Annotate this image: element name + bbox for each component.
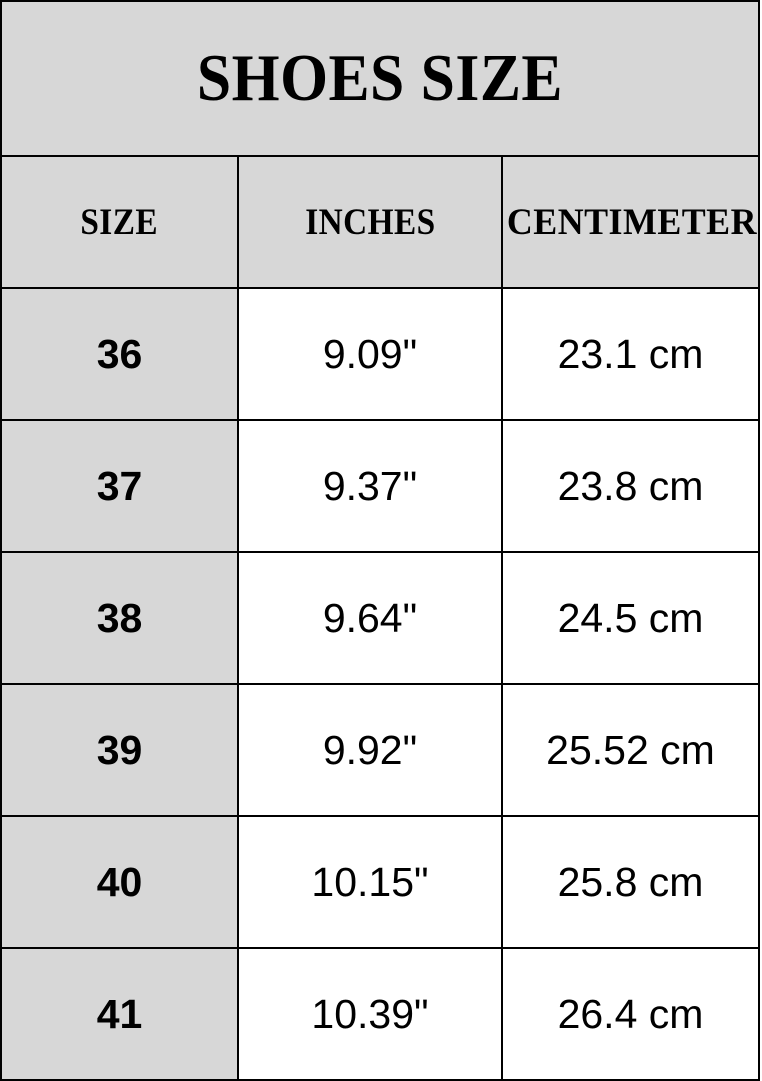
cell-inches: 10.39" [237, 947, 503, 1081]
cell-centimeter: 23.1 cm [500, 287, 761, 421]
inches-value: 9.64" [322, 594, 418, 641]
size-value: 39 [96, 726, 143, 773]
column-header-size: SIZE [0, 155, 239, 289]
cell-inches: 9.64" [237, 551, 503, 685]
cell-size: 41 [0, 947, 239, 1081]
cell-centimeter: 25.52 cm [500, 683, 761, 817]
cell-size: 40 [0, 815, 239, 949]
title-row: SHOES SIZE [0, 0, 761, 157]
centimeter-value: 26.4 cm [557, 990, 704, 1037]
table-row: 39 9.92" 25.52 cm [0, 683, 761, 817]
table-row: 40 10.15" 25.8 cm [0, 815, 761, 949]
cell-size: 39 [0, 683, 239, 817]
column-header-centimeter-label: CENTIMETER [506, 201, 758, 243]
cell-centimeter: 24.5 cm [500, 551, 761, 685]
cell-size: 36 [0, 287, 239, 421]
size-value: 37 [96, 462, 143, 509]
size-value: 40 [96, 858, 143, 905]
cell-centimeter: 23.8 cm [500, 419, 761, 553]
size-value: 41 [96, 990, 143, 1037]
table-title-cell: SHOES SIZE [0, 0, 761, 157]
size-value: 38 [96, 594, 143, 641]
header-row: SIZE INCHES CENTIMETER [0, 155, 761, 289]
inches-value: 10.39" [311, 990, 429, 1037]
cell-size: 38 [0, 551, 239, 685]
inches-value: 9.37" [322, 462, 418, 509]
inches-value: 9.09" [322, 330, 418, 377]
cell-size: 37 [0, 419, 239, 553]
column-header-inches: INCHES [237, 155, 503, 289]
cell-inches: 9.37" [237, 419, 503, 553]
centimeter-value: 23.1 cm [557, 330, 704, 377]
centimeter-value: 23.8 cm [557, 462, 704, 509]
table-row: 38 9.64" 24.5 cm [0, 551, 761, 685]
centimeter-value: 25.52 cm [546, 726, 715, 773]
centimeter-value: 24.5 cm [557, 594, 704, 641]
cell-inches: 10.15" [237, 815, 503, 949]
table-row: 41 10.39" 26.4 cm [0, 947, 761, 1081]
cell-centimeter: 26.4 cm [500, 947, 761, 1081]
column-header-inches-label: INCHES [304, 201, 436, 243]
page-title: SHOES SIZE [196, 41, 564, 115]
cell-inches: 9.92" [237, 683, 503, 817]
centimeter-value: 25.8 cm [557, 858, 704, 905]
cell-centimeter: 25.8 cm [500, 815, 761, 949]
inches-value: 9.92" [322, 726, 418, 773]
cell-inches: 9.09" [237, 287, 503, 421]
size-value: 36 [96, 330, 143, 377]
table-row: 37 9.37" 23.8 cm [0, 419, 761, 553]
table-row: 36 9.09" 23.1 cm [0, 287, 761, 421]
inches-value: 10.15" [311, 858, 429, 905]
column-header-size-label: SIZE [80, 201, 159, 243]
column-header-centimeter: CENTIMETER [500, 155, 761, 289]
